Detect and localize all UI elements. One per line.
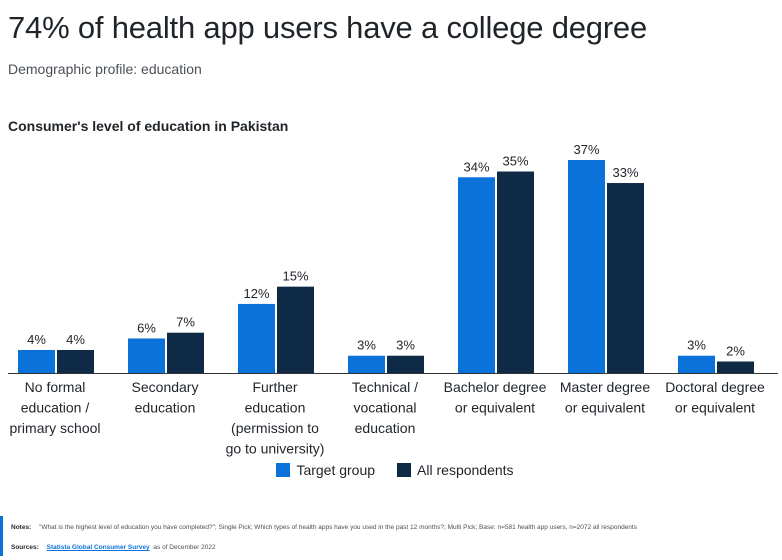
bar-all-respondents-2[interactable] — [277, 286, 314, 373]
value-label-target-group-0: 4% — [27, 332, 46, 347]
notes-text: "What is the highest level of education … — [39, 524, 637, 531]
legend-swatch-target-group — [276, 463, 291, 477]
sources-label: Sources: — [11, 544, 39, 551]
bar-all-respondents-0[interactable] — [57, 349, 94, 373]
source-suffix: as of December 2022 — [153, 544, 216, 551]
legend-item-all-respondents[interactable]: All respondents — [397, 462, 514, 478]
notes-label: Notes: — [11, 524, 32, 531]
page-subtitle: Demographic profile: education — [8, 61, 202, 77]
bar-target-group-6[interactable] — [678, 355, 715, 373]
value-label-target-group-6: 3% — [687, 338, 706, 353]
value-label-target-group-3: 3% — [357, 338, 376, 353]
value-label-all-respondents-6: 2% — [726, 343, 745, 358]
bar-target-group-0[interactable] — [18, 349, 55, 373]
bar-all-respondents-6[interactable] — [717, 361, 754, 373]
value-label-all-respondents-2: 15% — [282, 269, 308, 284]
value-label-all-respondents-0: 4% — [66, 332, 85, 347]
legend-swatch-all-respondents — [397, 463, 412, 477]
legend-label-all-respondents: All respondents — [417, 462, 514, 478]
value-label-target-group-2: 12% — [243, 286, 269, 301]
bar-all-respondents-1[interactable] — [167, 332, 204, 373]
bar-target-group-1[interactable] — [128, 338, 165, 373]
value-label-all-respondents-4: 35% — [502, 154, 528, 169]
category-label-2: Further education (permission to go to univ… — [226, 379, 325, 457]
value-label-all-respondents-3: 3% — [396, 338, 415, 353]
page-title: 74% of health app users have a college d… — [8, 10, 648, 45]
bar-target-group-4[interactable] — [458, 177, 495, 373]
value-label-target-group-1: 6% — [137, 320, 156, 335]
footer: Notes: "What is the highest level of edu… — [0, 516, 782, 556]
source-link[interactable]: Statista Global Consumer Survey — [46, 544, 150, 551]
category-label-3: Technical / vocational education — [352, 379, 418, 436]
value-label-target-group-4: 34% — [463, 159, 489, 174]
bar-all-respondents-3[interactable] — [387, 355, 424, 373]
footer-notes: Notes: "What is the highest level of edu… — [11, 524, 637, 531]
chart-title: Consumer's level of education in Pakista… — [8, 118, 289, 134]
category-label-6: Doctoral degree or equivalent — [665, 379, 765, 416]
value-label-target-group-5: 37% — [573, 142, 599, 157]
category-label-1: Secondary education — [132, 379, 199, 416]
bar-all-respondents-5[interactable] — [607, 183, 644, 373]
legend-label-target-group: Target group — [296, 462, 376, 478]
value-label-all-respondents-5: 33% — [612, 165, 638, 180]
bar-chart: 4% 4% No formal education / primary school 6%… — [8, 142, 778, 457]
bar-target-group-5[interactable] — [568, 160, 605, 373]
category-label-4: Bachelor degree or equivalent — [444, 379, 547, 416]
footer-sources: Sources: Statista Global Consumer Survey… — [11, 544, 216, 551]
value-label-all-respondents-1: 7% — [176, 315, 195, 330]
chart-legend: Target group All respondents — [0, 462, 782, 478]
bar-target-group-2[interactable] — [238, 303, 275, 373]
category-label-5: Master degree or equivalent — [560, 379, 650, 416]
bar-all-respondents-4[interactable] — [497, 171, 534, 373]
legend-item-target-group[interactable]: Target group — [276, 462, 375, 478]
category-label-0: No formal education / primary school — [9, 379, 100, 436]
bar-target-group-3[interactable] — [348, 355, 385, 373]
